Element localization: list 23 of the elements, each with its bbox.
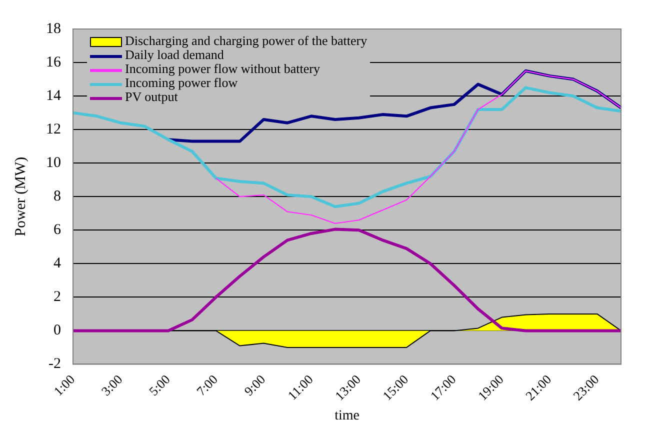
y-tick-label: 10 <box>46 155 61 172</box>
x-axis-title: time <box>334 408 360 424</box>
y-tick-label: 4 <box>54 256 62 272</box>
x-tick-label: 1:00 <box>50 372 78 399</box>
y-tick-label: -2 <box>48 356 61 372</box>
legend-label: Incoming power flow <box>125 75 238 90</box>
y-tick-label: 14 <box>46 88 62 104</box>
y-tick-label: 12 <box>46 122 61 138</box>
x-tick-label: 9:00 <box>241 372 268 399</box>
y-axis-title: Power (MW) <box>12 156 29 236</box>
y-tick-label: 8 <box>54 188 61 205</box>
y-tick-label: 2 <box>54 289 61 306</box>
legend-label: PV output <box>125 89 178 104</box>
x-tick-label: 5:00 <box>146 372 173 399</box>
y-tick-label: 16 <box>46 54 62 70</box>
x-tick-label: 3:00 <box>98 372 126 399</box>
y-tick-label: 18 <box>46 20 61 37</box>
legend-label: Discharging and charging power of the battery <box>125 33 368 48</box>
x-tick-label: 7:00 <box>194 372 220 399</box>
y-tick-label: 6 <box>54 222 62 238</box>
y-tick-label: 0 <box>54 322 61 339</box>
legend-label: Incoming power flow without battery <box>125 61 320 76</box>
legend-label: Daily load demand <box>125 47 224 62</box>
